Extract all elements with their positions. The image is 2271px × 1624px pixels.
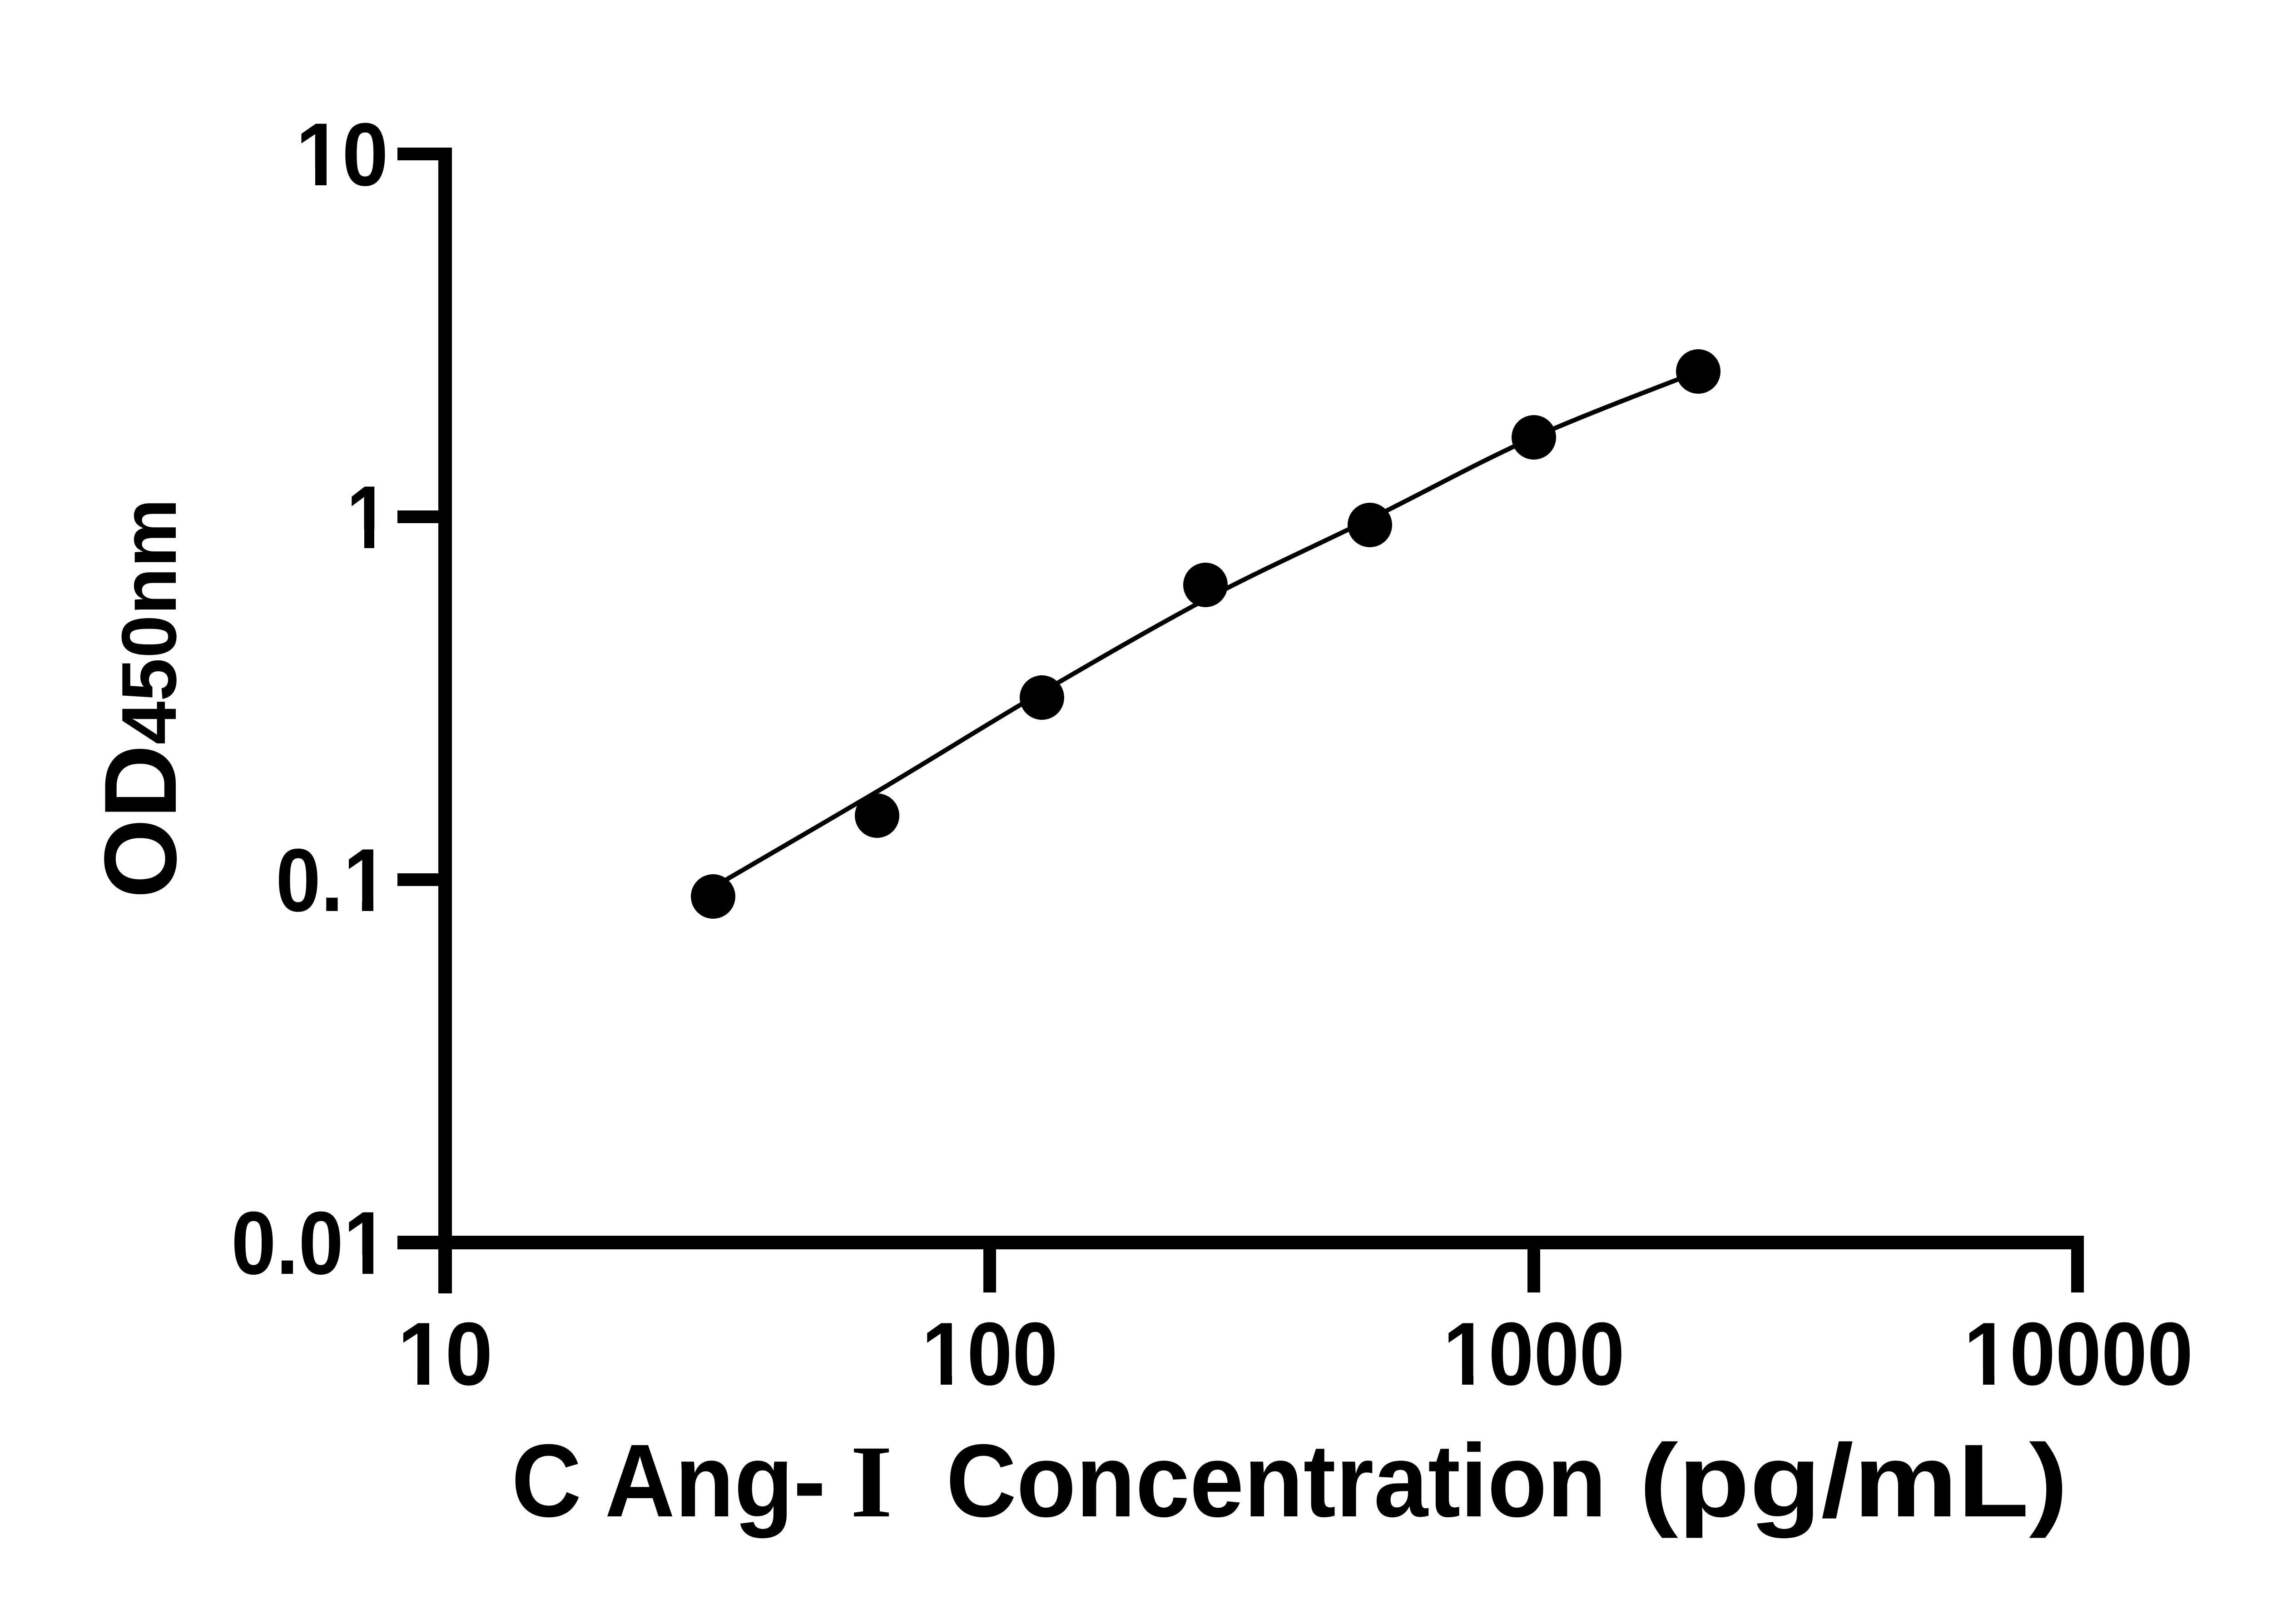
svg-text:Concentration: Concentration <box>946 1423 1607 1539</box>
svg-text:10: 10 <box>397 1304 493 1404</box>
svg-text:I: I <box>850 1425 893 1539</box>
svg-text:10000: 10000 <box>1964 1304 2193 1404</box>
svg-text:0.01: 0.01 <box>231 1193 388 1293</box>
svg-text:100: 100 <box>922 1304 1058 1404</box>
svg-text:1000: 1000 <box>1443 1304 1625 1404</box>
svg-text:10: 10 <box>296 104 388 204</box>
svg-text:(pg/mL): (pg/mL) <box>1639 1423 2068 1539</box>
svg-text:0.1: 0.1 <box>276 830 388 930</box>
svg-text:OD450nm: OD450nm <box>83 499 198 899</box>
svg-text:C Ang-: C Ang- <box>511 1423 826 1539</box>
svg-text:1: 1 <box>347 467 388 567</box>
